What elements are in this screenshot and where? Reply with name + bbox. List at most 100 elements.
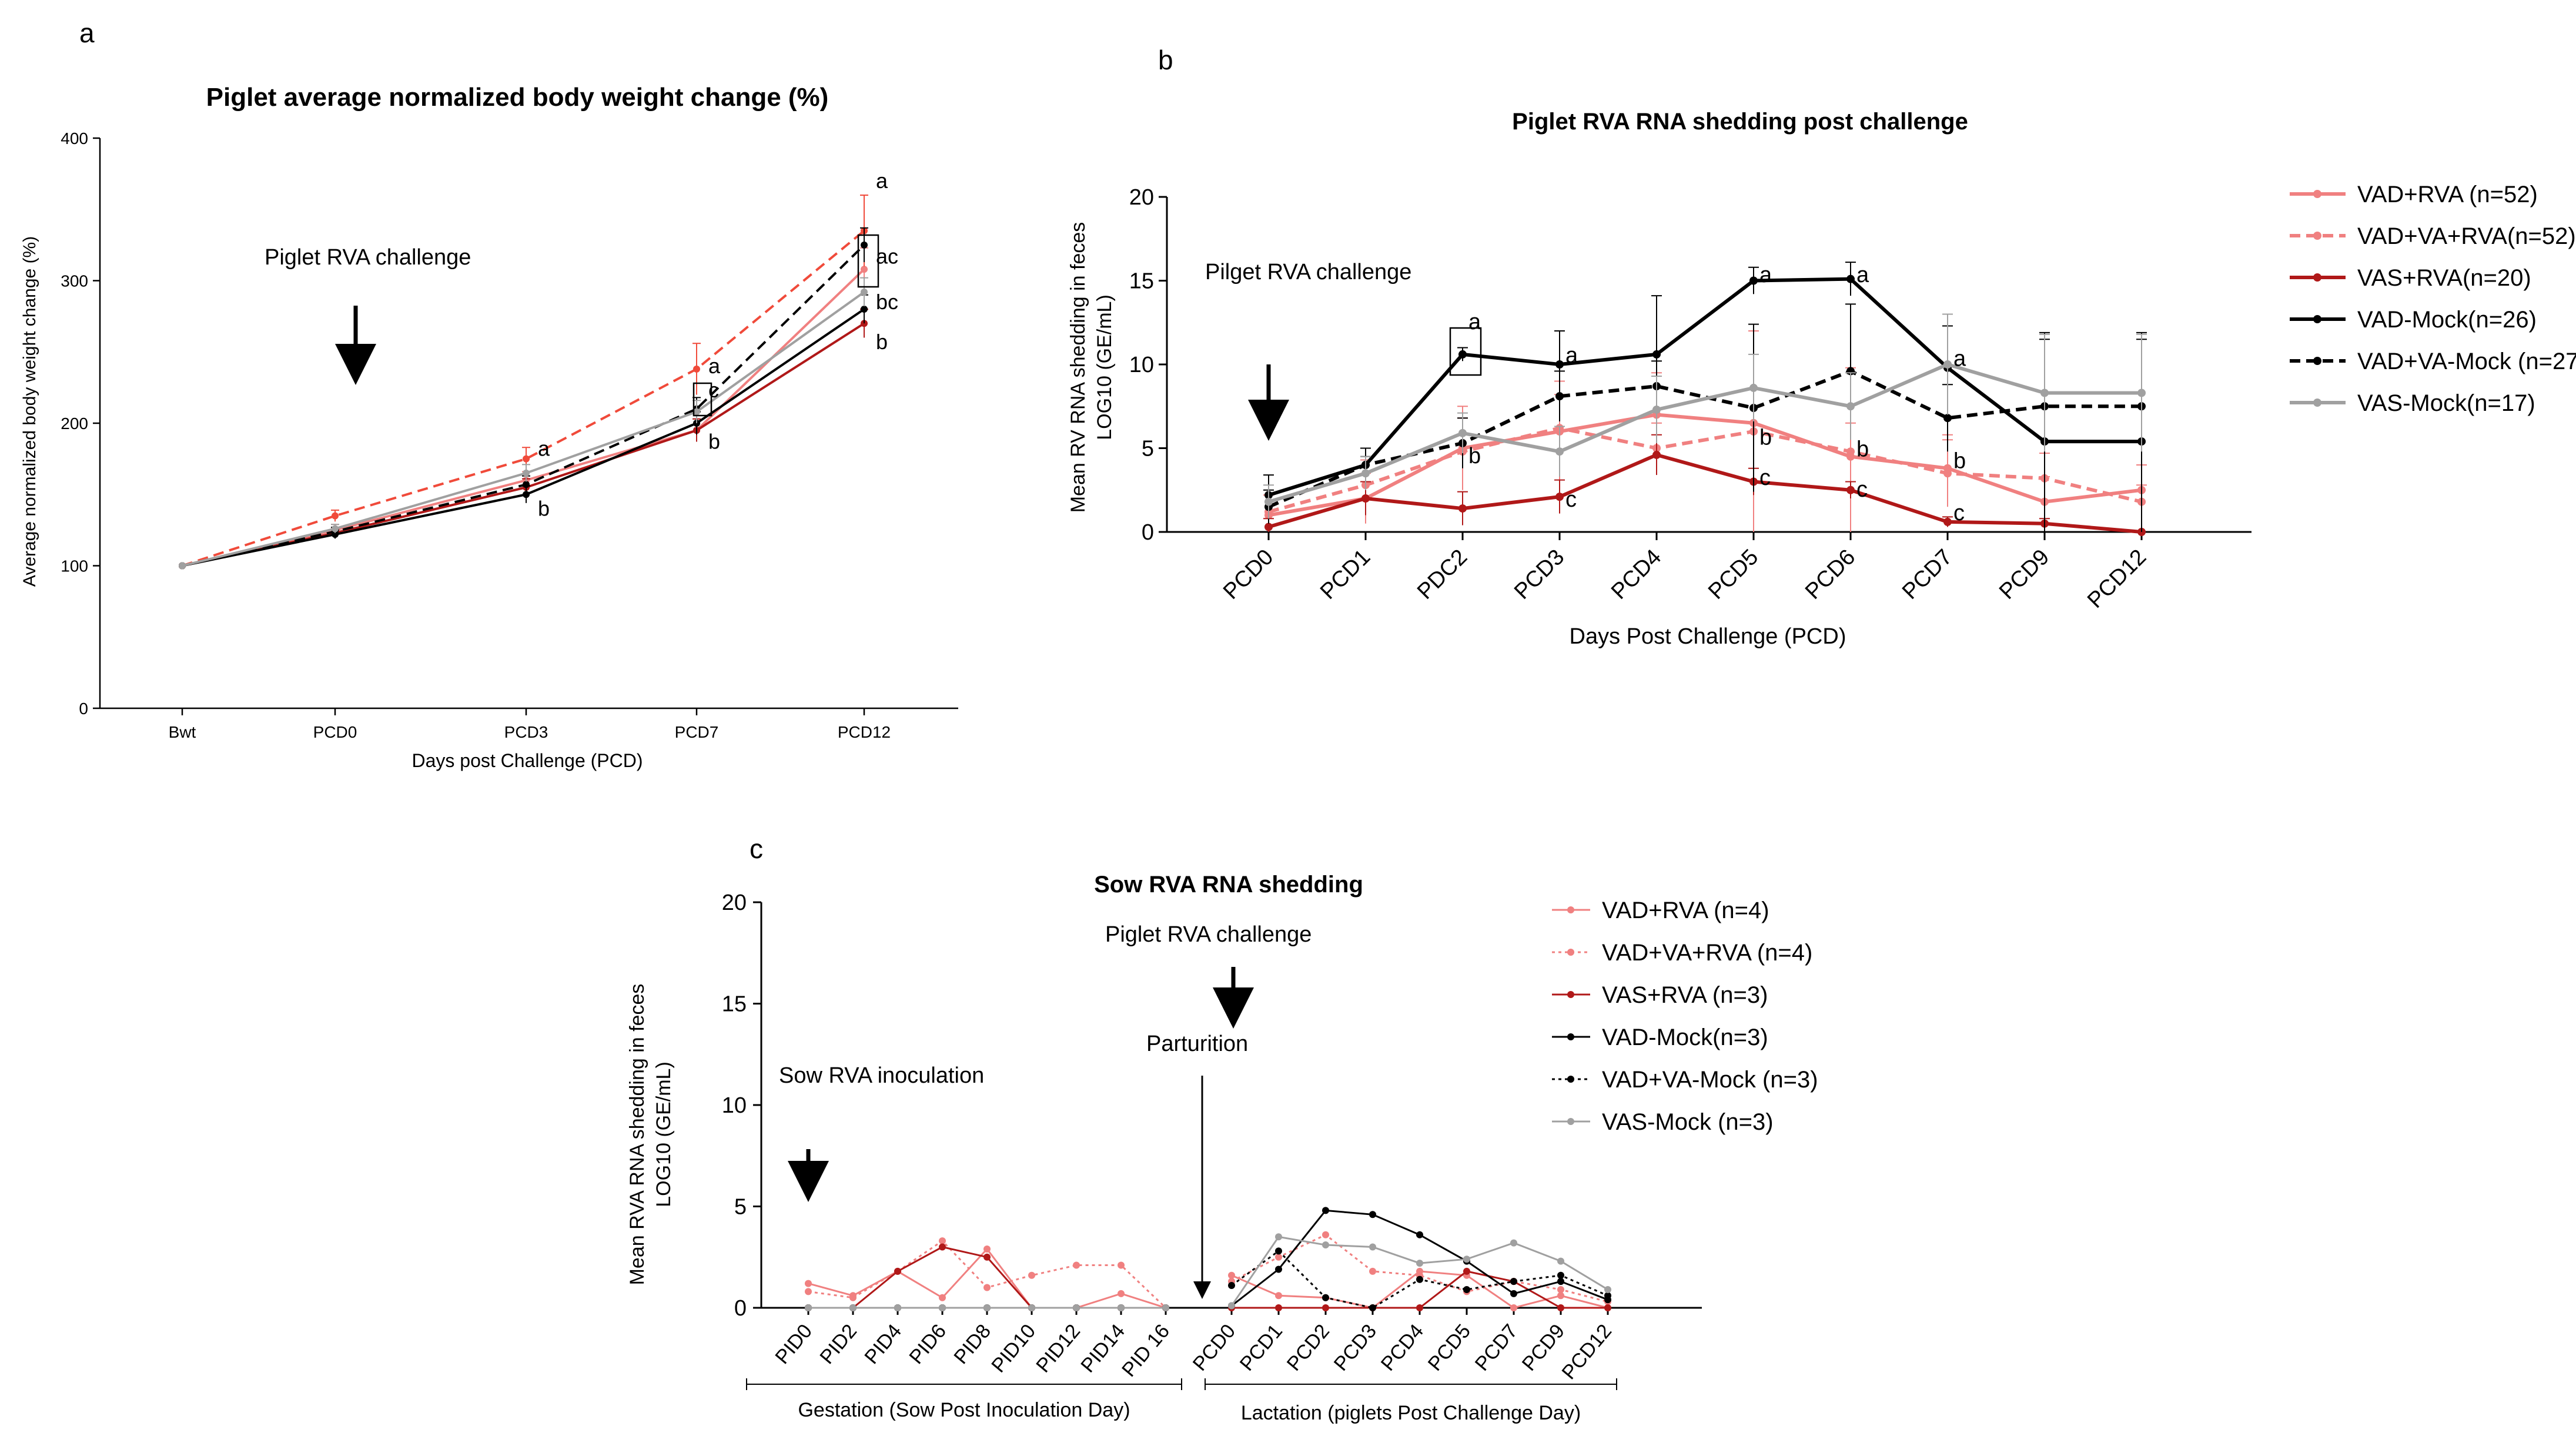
panel-c-point-vad-va-mock-n-3 bbox=[1369, 1304, 1376, 1311]
panel-c-point-vad-va-rva-n-4 bbox=[1118, 1261, 1125, 1269]
panel-a-box-pcd7 bbox=[692, 382, 712, 417]
panel-a-point-vad-va-mock bbox=[523, 481, 530, 488]
panel-a-xlabel: Days post Challenge (PCD) bbox=[412, 750, 643, 771]
panel-c-x-tick-label: PCD0 bbox=[1189, 1320, 1240, 1375]
panel-c-y-tick-label: 20 bbox=[722, 890, 747, 915]
panel-c-legend-label: VAD+VA+RVA (n=4) bbox=[1602, 940, 1812, 966]
panel-b-annotation-challenge: Pilget RVA challenge bbox=[1205, 260, 1411, 284]
panel-b-y-tick-label: 0 bbox=[1142, 520, 1154, 545]
panel-a-point-vad-mock bbox=[523, 491, 530, 498]
panel-c-point-vad-rva-n-4 bbox=[1557, 1292, 1564, 1300]
panel-a-y-tick-label: 300 bbox=[61, 272, 88, 290]
panel-b-point-vas-mock-n-17 bbox=[2040, 389, 2049, 397]
panel-c-x-tick-label: PCD7 bbox=[1471, 1320, 1522, 1375]
panel-c-x-tick-label: PCD5 bbox=[1424, 1320, 1475, 1375]
panel-c-point-vas-mock-n-3 bbox=[939, 1304, 946, 1311]
panel-c-point-vad-va-rva-n-4 bbox=[1322, 1231, 1329, 1238]
panel-b-significance-letter: b bbox=[1953, 448, 1966, 473]
panel-c-point-vad-va-rva-n-4 bbox=[983, 1284, 991, 1291]
panel-b-series-vas-mock-n-17 bbox=[1268, 362, 2142, 504]
panel-a-point-vad-va-rva bbox=[693, 365, 700, 373]
panel-b-significance-letter: c bbox=[1856, 477, 1868, 502]
panel-a-box-pcd12 bbox=[857, 234, 879, 288]
panel-b-point-vad-va-mock-n-27 bbox=[1555, 392, 1564, 401]
panel-b-point-vas-mock-n-17 bbox=[1749, 383, 1758, 392]
panel-b-point-vas-mock-n-17 bbox=[2137, 389, 2146, 397]
panel-c-legend-marker bbox=[1567, 1076, 1574, 1083]
panel-b-y-tick-label: 10 bbox=[1129, 353, 1154, 377]
panel-b-point-vas-rva-n-20 bbox=[1555, 493, 1564, 501]
panel-a-x-tick-label: PCD12 bbox=[838, 723, 891, 741]
panel-b-legend-marker bbox=[2313, 399, 2321, 407]
panel-c-x-tick-label: PCD4 bbox=[1377, 1320, 1428, 1375]
panel-b-legend-label: VAS-Mock(n=17) bbox=[2357, 390, 2535, 416]
panel-b-significance-letter: c bbox=[1565, 487, 1577, 512]
panel-c-legend-marker bbox=[1567, 906, 1574, 913]
panel-a-point-vad-mock bbox=[861, 306, 868, 313]
panel-c-point-vas-mock-n-3 bbox=[1463, 1255, 1470, 1263]
panel-a-series-vas-rva bbox=[182, 322, 865, 567]
panel-c-point-vas-mock-n-3 bbox=[1604, 1285, 1611, 1293]
panel-a-significance-letter: a bbox=[876, 169, 888, 193]
panel-c-legend-marker bbox=[1567, 949, 1574, 956]
panel-c-x-tick-label: PID10 bbox=[987, 1320, 1040, 1377]
panel-b-point-vad-mock-n-26 bbox=[1458, 350, 1467, 359]
panel-b-y-tick-label: 15 bbox=[1129, 269, 1154, 294]
panel-b-legend-label: VAD+VA+RVA(n=52) bbox=[2357, 223, 2576, 249]
panel-b-plot: 0 5 10 15 20 PCD0 PCD1 PDC2 PCD3 PCD4 PCD5 PCD6 PCD7… bbox=[1129, 185, 2252, 613]
panel-c-point-vad-va-mock-n-3 bbox=[1510, 1278, 1517, 1285]
panel-a-point-vas-mock bbox=[861, 288, 868, 296]
panel-c-point-vad-rva-n-4 bbox=[1510, 1304, 1517, 1311]
panel-a-series-vad-va-rva bbox=[182, 230, 865, 567]
panel-c-x-tick-label: PID 16 bbox=[1118, 1320, 1174, 1381]
panel-a-significance-letter: a bbox=[538, 437, 550, 461]
panel-a-series-vas-mock bbox=[182, 291, 865, 567]
panel-c-point-vas-rva-n-3 bbox=[939, 1243, 946, 1251]
panel-a-significance-letter: b bbox=[708, 430, 720, 454]
panel-c-x-tick-label: PID2 bbox=[815, 1320, 861, 1368]
panel-b-point-vad-mock-n-26 bbox=[1749, 276, 1758, 285]
panel-a-label: a bbox=[79, 18, 95, 48]
panel-b-significance-letter: b bbox=[1856, 437, 1869, 462]
panel-c-point-vad-rva-n-4 bbox=[805, 1280, 812, 1287]
panel-c-lactation-label: Lactation (piglets Post Challenge Day) bbox=[1241, 1402, 1581, 1424]
panel-c-point-vas-mock-n-3 bbox=[1228, 1302, 1235, 1310]
panel-c-x-tick-label: PCD12 bbox=[1558, 1320, 1617, 1384]
panel-b-x-tick-label: PDC2 bbox=[1413, 545, 1472, 604]
panel-c-gestation-label: Gestation (Sow Post Inoculation Day) bbox=[798, 1399, 1130, 1421]
panel-b-legend-marker bbox=[2313, 315, 2321, 323]
panel-a-point-vad-va-mock bbox=[861, 241, 868, 249]
panel-a-point-vad-rva bbox=[861, 266, 868, 273]
panel-b-legend-marker bbox=[2313, 273, 2321, 282]
panel-a-significance-letter: a bbox=[708, 354, 721, 378]
panel-c-ylabel-2: LOG10 (GE/mL) bbox=[653, 1062, 675, 1207]
panel-b-significance-letter: a bbox=[1856, 263, 1869, 287]
panel-c-x-tick-label: PCD3 bbox=[1330, 1320, 1381, 1375]
panel-b-significance-letter: a bbox=[1953, 347, 1966, 371]
panel-c-point-vas-mock-n-3 bbox=[1275, 1233, 1282, 1241]
panel-c-point-vas-mock-n-3 bbox=[894, 1304, 901, 1311]
panel-b-x-tick-label: PCD5 bbox=[1704, 545, 1763, 604]
panel-c-point-vad-rva-n-4 bbox=[983, 1245, 991, 1253]
panel-c-point-vad-va-rva-n-4 bbox=[1557, 1285, 1564, 1293]
panel-c-x-tick-label: PCD2 bbox=[1283, 1320, 1334, 1375]
panel-c-point-vad-va-mock-n-3 bbox=[1322, 1294, 1329, 1301]
panel-a-significance-letter: ac bbox=[876, 244, 898, 268]
panel-b-significance-letter: b bbox=[1759, 426, 1772, 450]
panel-b-significance-letter: b bbox=[1468, 444, 1481, 468]
panel-a-y-tick-label: 200 bbox=[61, 414, 88, 433]
panel-c-x-tick-label: PID4 bbox=[860, 1320, 906, 1368]
panel-c-point-vad-va-rva-n-4 bbox=[805, 1288, 812, 1295]
panel-c-point-vas-rva-n-3 bbox=[1463, 1267, 1470, 1275]
panel-c-point-vad-va-rva-n-4 bbox=[1028, 1271, 1035, 1279]
panel-a-significance-letter: bc bbox=[876, 290, 898, 314]
panel-b-y-tick-label: 20 bbox=[1129, 185, 1154, 210]
panel-a-series-vad-mock bbox=[182, 308, 865, 567]
panel-c-point-vad-va-rva-n-4 bbox=[939, 1237, 946, 1245]
panel-a-point-vas-mock bbox=[332, 525, 339, 533]
panel-c-plot: 05101520PID0PID2PID4PID6PID8PID10PID12PI… bbox=[722, 890, 1702, 1390]
panel-a-y-tick-label: 400 bbox=[61, 129, 88, 148]
panel-b-ylabel-1: Mean RV RNA shedding in feces bbox=[1067, 222, 1089, 513]
panel-c-label: c bbox=[750, 833, 763, 864]
